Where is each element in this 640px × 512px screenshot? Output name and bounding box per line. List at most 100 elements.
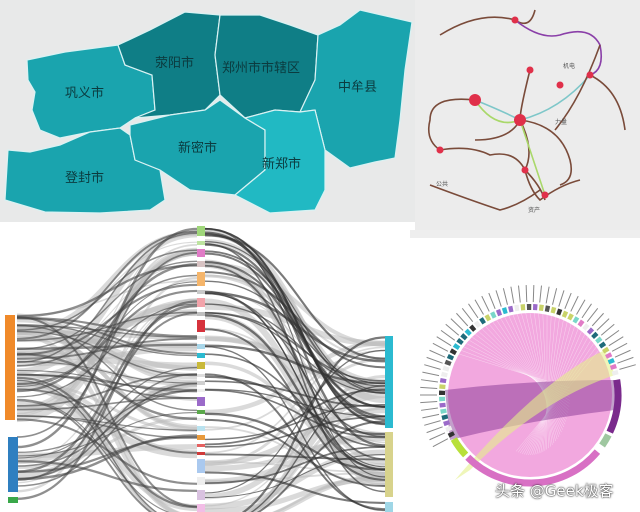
sankey-link (16, 300, 198, 500)
chord-arc (490, 311, 497, 319)
sankey-link (16, 411, 198, 457)
chord-tick-label (422, 413, 440, 419)
sankey-node (197, 320, 205, 332)
chord-line (504, 316, 563, 430)
sankey-link (16, 311, 198, 342)
chord-arc (447, 431, 455, 438)
chord-tick-label (545, 286, 550, 304)
chord-tick-label (581, 303, 592, 319)
sankey-node (197, 477, 205, 485)
map-label: 新密市 (178, 140, 217, 156)
chord-diagram (420, 285, 636, 487)
sankey-link (16, 330, 198, 377)
sankey-link (16, 312, 198, 481)
network-label: 机电 (563, 62, 575, 70)
sankey-node (197, 389, 205, 392)
sankey-link (204, 412, 386, 471)
sankey-link (16, 460, 198, 493)
network-edge (427, 98, 476, 151)
network-label: 公共 (436, 180, 448, 188)
sankey-node (197, 226, 205, 236)
chord-tick-label (502, 288, 508, 305)
chord-tick-label (488, 292, 496, 309)
network-node (586, 71, 594, 79)
chord-tick-label (600, 323, 615, 336)
network-node (511, 16, 519, 24)
sankey-link (16, 230, 198, 340)
chord-arc (550, 306, 557, 314)
sankey-link (16, 388, 198, 454)
sankey-node (197, 426, 205, 431)
sankey-link (16, 399, 153, 512)
chord-arc (572, 316, 580, 324)
chord-tick-label (440, 329, 456, 341)
sankey-link (204, 250, 386, 394)
sankey-links (16, 227, 386, 512)
sankey-link (204, 446, 386, 485)
sankey-link (16, 324, 198, 412)
sankey-link (204, 241, 386, 392)
chord-arc (484, 314, 492, 322)
chord-arc (445, 425, 453, 433)
chord-tick-label (429, 432, 446, 441)
sankey-link (204, 314, 386, 471)
sankey-node (385, 336, 393, 428)
sankey-node (197, 249, 205, 257)
chord-tick-label (558, 290, 565, 307)
network-node (514, 114, 526, 126)
network-node (521, 166, 529, 174)
sankey-node (197, 452, 205, 455)
sankey-link (256, 420, 386, 512)
sankey-link (16, 260, 198, 350)
map-label: 新郑市 (262, 156, 301, 172)
chord-tick-label (564, 292, 572, 309)
sankey-node (197, 261, 205, 267)
chord-line (492, 321, 567, 422)
chord-tick-label (436, 336, 452, 347)
sankey-link (16, 263, 198, 393)
sankey-link (16, 264, 198, 318)
map-label: 巩义市 (65, 85, 104, 101)
chord-arc (607, 357, 615, 365)
chord-ribbon (455, 350, 615, 480)
sankey-link (16, 337, 198, 360)
chord-tick-label (432, 342, 449, 352)
sankey-node (8, 497, 18, 503)
sankey-link (204, 416, 386, 448)
chord-arc (442, 365, 450, 372)
chord-tick-label (539, 285, 542, 303)
sankey-link (204, 388, 386, 418)
chord-tick-label (619, 364, 636, 370)
network-label: 力量 (555, 118, 567, 126)
chord-arc (538, 304, 544, 312)
chord-arc (598, 341, 607, 349)
chord-line (512, 314, 561, 435)
chord-arc (582, 323, 590, 331)
sankey-link (16, 373, 198, 407)
sankey-node (197, 397, 205, 406)
sankey-link (204, 311, 386, 382)
sankey-link (204, 233, 386, 421)
chord-tick-label (421, 407, 438, 411)
sankey-link (204, 292, 386, 438)
watermark: 头条 @Geek极客 (495, 482, 614, 500)
chord-arc (595, 336, 603, 344)
sankey-link (16, 434, 198, 481)
map-label: 登封市 (65, 170, 104, 186)
sankey-node (197, 362, 205, 369)
region-xinzheng[interactable] (233, 109, 326, 214)
sankey-link (204, 471, 386, 504)
chord-tick-label (421, 379, 438, 383)
network-node (436, 146, 444, 154)
chord-tick-label (426, 356, 443, 364)
chord-tick-label (576, 299, 586, 315)
chord-arc (460, 333, 468, 341)
sankey-link (16, 373, 198, 480)
chord-line (529, 312, 555, 444)
sankey-node (197, 312, 205, 316)
chord-line (542, 316, 556, 452)
chord-arc (465, 449, 601, 487)
chord-arc (449, 348, 457, 356)
sankey-link (16, 369, 198, 393)
chord-tick-label (424, 364, 441, 370)
